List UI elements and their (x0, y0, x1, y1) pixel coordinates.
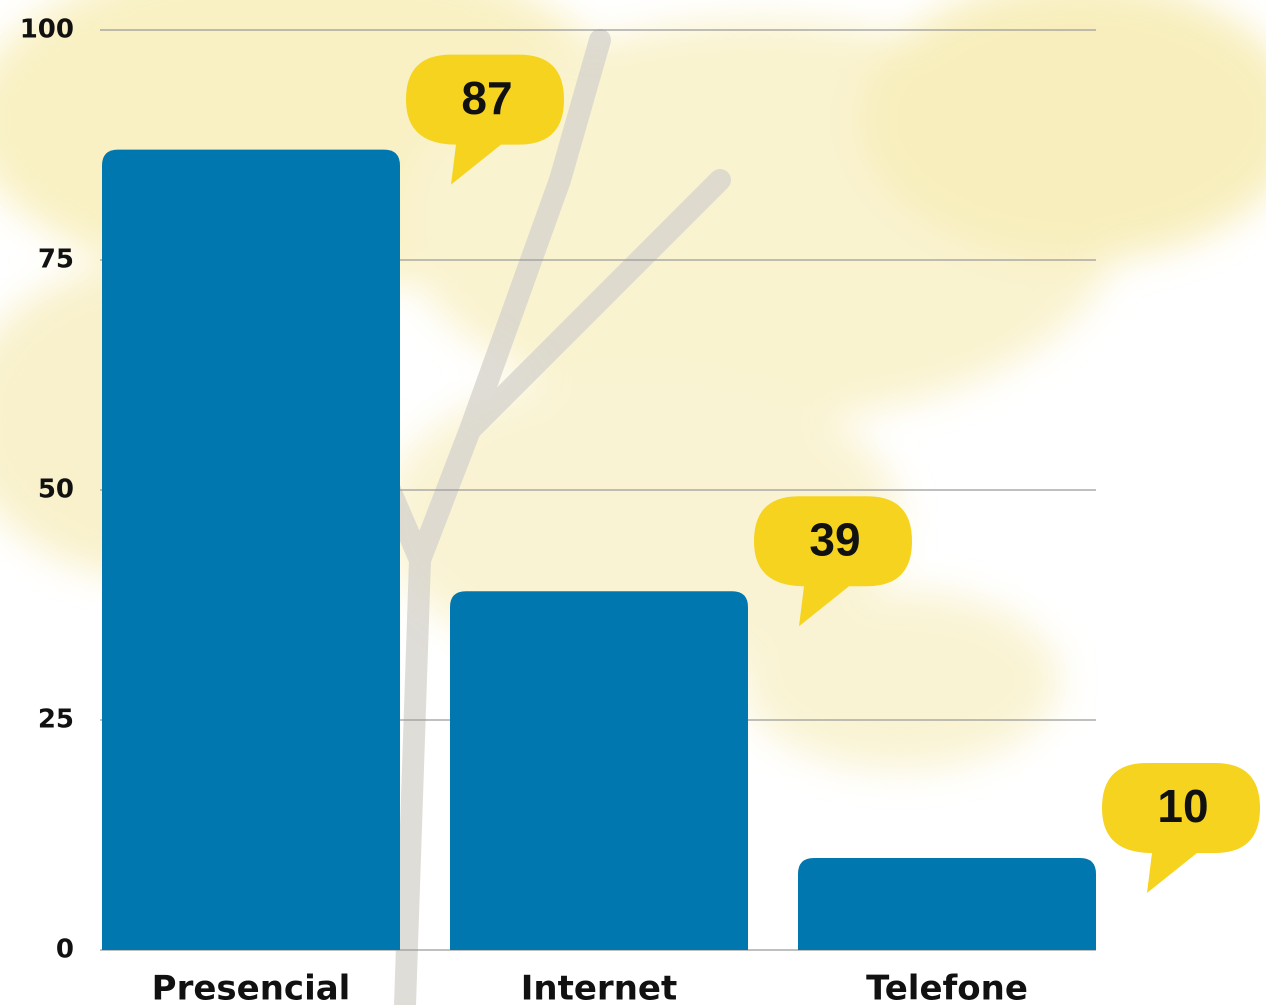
value-label: 87 (461, 72, 512, 124)
value-label: 10 (1157, 780, 1208, 832)
bar (450, 591, 748, 950)
x-tick-label: Telefone (866, 969, 1028, 1005)
value-label-bubble (406, 54, 564, 185)
y-tick-label: 25 (38, 705, 74, 735)
bar (798, 858, 1096, 950)
bar (102, 149, 400, 951)
value-label-bubble (1102, 763, 1260, 893)
value-label: 39 (809, 513, 860, 565)
x-tick-label: Internet (521, 969, 677, 1005)
y-tick-label: 0 (56, 935, 74, 965)
value-label-bubble (754, 496, 912, 627)
x-tick-label: Presencial (152, 969, 351, 1005)
y-tick-label: 100 (20, 15, 74, 45)
y-tick-label: 75 (38, 245, 74, 275)
y-tick-label: 50 (38, 475, 74, 505)
